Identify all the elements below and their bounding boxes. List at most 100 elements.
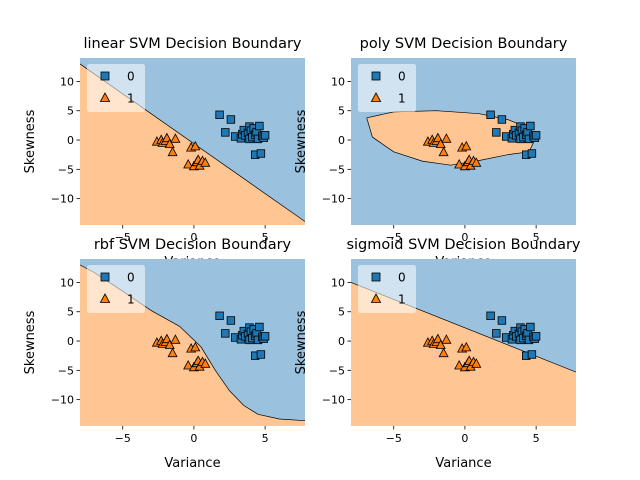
point-class-0	[255, 322, 264, 332]
legend-box	[358, 64, 416, 112]
point-class-1	[435, 339, 446, 349]
subplot-linear: 01−505−10−50510VarianceSkewnesslinear SV…	[23, 36, 305, 270]
point-class-1	[471, 358, 482, 368]
point-class-0	[492, 128, 501, 137]
y-tick-label: −5	[58, 163, 74, 176]
legend-label: 1	[398, 92, 406, 106]
y-axis-label: Skewness	[294, 109, 309, 173]
point-class-0	[486, 110, 495, 119]
y-tick-label: 5	[67, 105, 74, 118]
legend: 01	[358, 265, 416, 313]
legend-marker-square	[100, 71, 110, 81]
legend-label: 0	[127, 70, 135, 84]
legend-box	[358, 265, 416, 313]
point-class-1	[190, 341, 201, 352]
y-axis-label: Skewness	[23, 310, 38, 374]
y-tick-label: −5	[329, 163, 345, 176]
y-tick-label: 10	[60, 276, 74, 289]
legend-label: 0	[127, 271, 135, 285]
legend-box	[87, 265, 145, 313]
point-class-0	[256, 149, 266, 158]
point-class-0	[260, 332, 270, 341]
y-tick-label: 10	[60, 75, 74, 88]
point-class-1	[170, 334, 181, 344]
x-tick-label: 0	[461, 432, 468, 445]
point-class-0	[256, 350, 266, 359]
point-class-0	[215, 110, 224, 119]
legend-marker-triangle	[370, 92, 382, 102]
point-class-0	[527, 350, 537, 359]
legend-box	[87, 64, 145, 112]
x-tick-label: 5	[262, 432, 269, 445]
point-class-0	[486, 311, 495, 320]
y-tick-label: −5	[329, 364, 345, 377]
legend-marker-triangle	[99, 293, 111, 303]
point-class-1	[438, 347, 449, 358]
legend-marker-triangle	[99, 92, 111, 102]
y-tick-label: 0	[338, 134, 345, 147]
point-class-0	[531, 332, 541, 341]
x-axis-label: Variance	[435, 456, 491, 471]
point-class-1	[167, 347, 178, 358]
point-class-1	[454, 359, 465, 370]
point-class-1	[461, 140, 472, 151]
point-class-0	[526, 121, 535, 131]
legend-label: 0	[398, 271, 406, 285]
x-tick-label: −5	[386, 432, 402, 445]
x-tick-label: 5	[262, 231, 269, 244]
point-class-0	[526, 322, 535, 332]
y-tick-label: −10	[51, 193, 74, 206]
point-class-0	[215, 311, 224, 320]
y-axis-label: Skewness	[23, 109, 38, 173]
subplot-title: poly SVM Decision Boundary	[360, 36, 568, 52]
y-tick-label: 5	[338, 306, 345, 319]
x-tick-label: 0	[190, 432, 197, 445]
x-tick-label: −5	[115, 432, 131, 445]
y-tick-label: 10	[331, 75, 345, 88]
x-tick-label: 0	[461, 231, 468, 244]
point-class-1	[190, 140, 201, 151]
legend: 01	[87, 265, 145, 313]
subplot-title: rbf SVM Decision Boundary	[94, 237, 292, 253]
legend: 01	[87, 64, 145, 112]
point-class-1	[454, 158, 465, 169]
subplot-title: linear SVM Decision Boundary	[83, 36, 301, 52]
point-class-1	[167, 146, 178, 157]
point-class-0	[226, 316, 236, 325]
point-class-0	[226, 115, 236, 124]
point-class-0	[531, 131, 541, 140]
x-tick-label: −5	[115, 231, 131, 244]
point-class-1	[441, 133, 452, 143]
point-class-0	[221, 329, 230, 338]
point-class-1	[438, 146, 449, 157]
legend-label: 1	[127, 293, 135, 307]
point-class-0	[492, 329, 501, 338]
x-tick-label: 0	[190, 231, 197, 244]
point-class-1	[164, 339, 175, 349]
region-class-1	[366, 110, 537, 166]
legend-marker-square	[371, 71, 381, 81]
x-tick-label: 5	[533, 432, 540, 445]
legend: 01	[358, 64, 416, 112]
legend-label: 0	[398, 70, 406, 84]
legend-marker-triangle	[370, 293, 382, 303]
y-tick-label: 5	[338, 105, 345, 118]
y-tick-label: 10	[331, 276, 345, 289]
point-class-1	[200, 157, 211, 167]
subplot-title: sigmoid SVM Decision Boundary	[346, 237, 580, 253]
y-tick-label: 5	[67, 306, 74, 319]
point-class-0	[221, 128, 230, 137]
x-axis-label: Variance	[164, 456, 220, 471]
point-class-1	[435, 138, 446, 148]
y-axis-label: Skewness	[294, 310, 309, 374]
x-tick-label: 5	[533, 231, 540, 244]
region-class-1	[351, 282, 576, 426]
point-class-1	[183, 158, 194, 169]
point-class-1	[471, 157, 482, 167]
legend-label: 1	[398, 293, 406, 307]
legend-marker-square	[100, 272, 110, 282]
point-class-1	[461, 341, 472, 352]
